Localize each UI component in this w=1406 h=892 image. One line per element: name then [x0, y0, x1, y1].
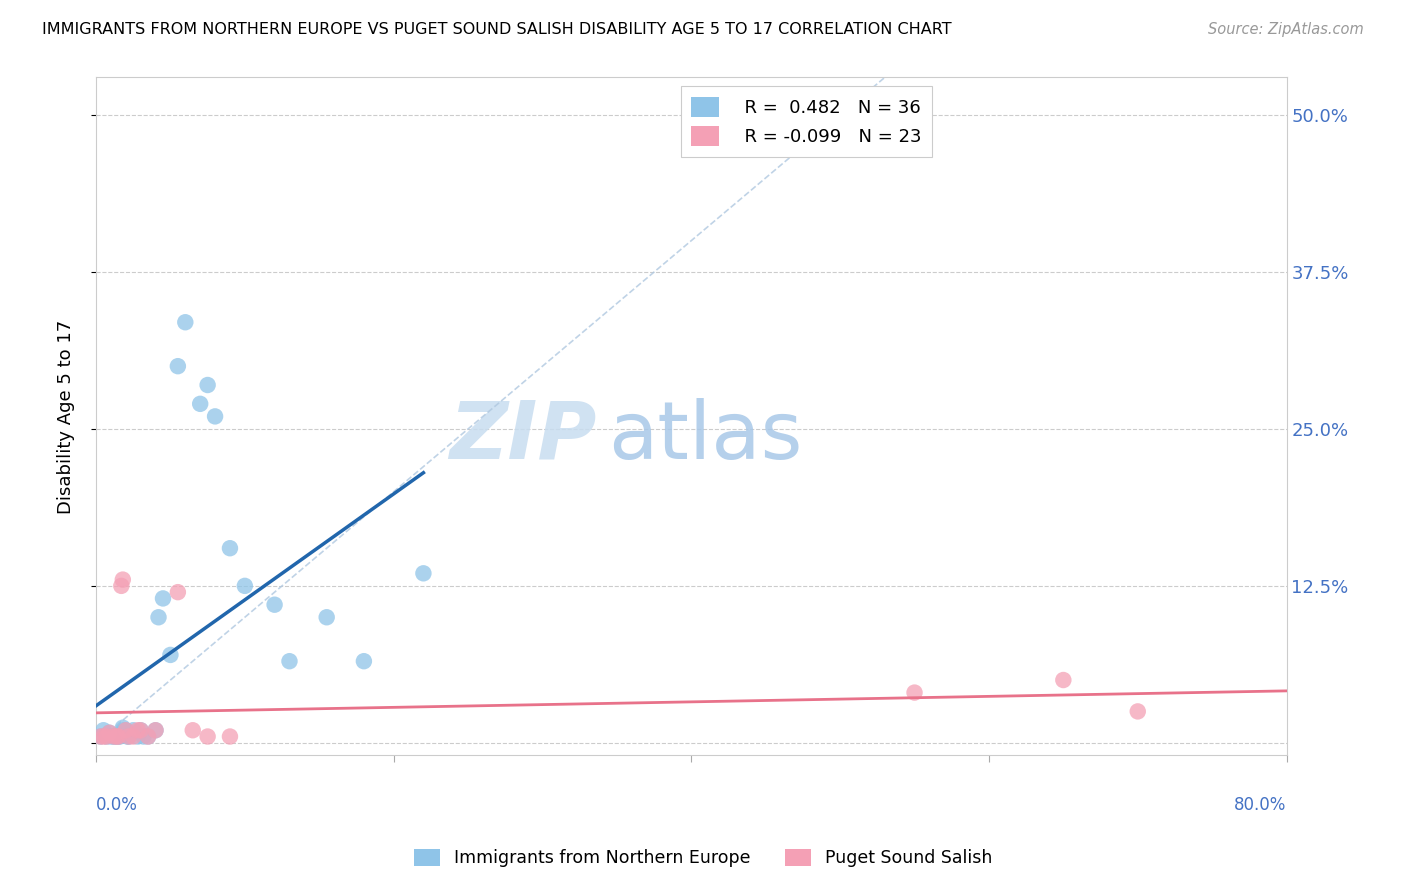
Point	[104, 730, 127, 744]
Point	[103, 730, 125, 744]
Point	[197, 378, 219, 392]
Point	[111, 573, 134, 587]
Point	[89, 730, 111, 744]
Point	[96, 730, 118, 744]
Point	[204, 409, 226, 424]
Point	[159, 648, 181, 662]
Point	[114, 723, 136, 738]
Point	[89, 730, 111, 744]
Point	[263, 598, 285, 612]
Point	[98, 725, 121, 739]
Point	[145, 723, 167, 738]
Point	[129, 723, 152, 738]
Point	[132, 730, 155, 744]
Text: atlas: atlas	[607, 398, 803, 475]
Point	[98, 725, 121, 739]
Point	[1052, 673, 1074, 687]
Point	[117, 730, 139, 744]
Point	[145, 723, 167, 738]
Text: 80.0%: 80.0%	[1234, 796, 1286, 814]
Point	[122, 723, 145, 738]
Legend: Immigrants from Northern Europe, Puget Sound Salish: Immigrants from Northern Europe, Puget S…	[406, 842, 1000, 874]
Point	[219, 541, 242, 556]
Point	[1126, 705, 1149, 719]
Point	[167, 359, 190, 374]
Text: Source: ZipAtlas.com: Source: ZipAtlas.com	[1208, 22, 1364, 37]
Point	[129, 723, 152, 738]
Point	[118, 730, 141, 744]
Point	[181, 723, 204, 738]
Point	[167, 585, 190, 599]
Point	[114, 723, 136, 738]
Point	[108, 730, 131, 744]
Point	[111, 721, 134, 735]
Point	[105, 730, 128, 744]
Text: ZIP: ZIP	[449, 398, 596, 475]
Text: 0.0%: 0.0%	[96, 796, 138, 814]
Point	[903, 685, 925, 699]
Point	[136, 730, 159, 744]
Point	[100, 730, 122, 744]
Point	[278, 654, 301, 668]
Legend:   R =  0.482   N = 36,   R = -0.099   N = 23: R = 0.482 N = 36, R = -0.099 N = 23	[681, 87, 932, 157]
Point	[127, 730, 149, 744]
Point	[219, 730, 242, 744]
Y-axis label: Disability Age 5 to 17: Disability Age 5 to 17	[58, 319, 75, 514]
Point	[136, 730, 159, 744]
Point	[96, 730, 118, 744]
Point	[197, 730, 219, 744]
Point	[412, 566, 434, 581]
Point	[93, 730, 115, 744]
Point	[188, 397, 211, 411]
Point	[107, 730, 129, 744]
Text: IMMIGRANTS FROM NORTHERN EUROPE VS PUGET SOUND SALISH DISABILITY AGE 5 TO 17 COR: IMMIGRANTS FROM NORTHERN EUROPE VS PUGET…	[42, 22, 952, 37]
Point	[315, 610, 337, 624]
Point	[148, 610, 170, 624]
Point	[174, 315, 197, 329]
Point	[152, 591, 174, 606]
Point	[233, 579, 256, 593]
Point	[112, 723, 135, 738]
Point	[353, 654, 375, 668]
Point	[103, 730, 125, 744]
Point	[122, 730, 145, 744]
Point	[118, 730, 141, 744]
Point	[107, 730, 129, 744]
Point	[110, 725, 132, 739]
Point	[110, 579, 132, 593]
Point	[93, 723, 115, 738]
Point	[127, 723, 149, 738]
